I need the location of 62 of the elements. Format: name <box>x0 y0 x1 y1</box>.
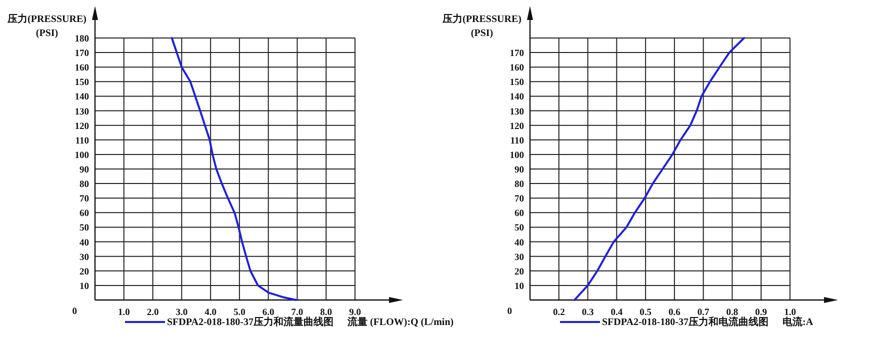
x-tick-label: 4.0 <box>204 308 217 318</box>
y-tick-label: 150 <box>510 78 524 88</box>
text: 0 <box>507 307 512 317</box>
y-tick-label: 50 <box>514 224 524 234</box>
y-tick-label: 10 <box>514 282 524 292</box>
y-tick-label: 110 <box>510 136 524 146</box>
y-tick-label: 70 <box>514 194 524 205</box>
x-axis-title: 电流:A <box>782 316 814 328</box>
x-tick-label: 3.0 <box>176 308 188 318</box>
y-tick-label: 150 <box>74 78 90 88</box>
y-tick-label: 170 <box>510 49 524 60</box>
x-tick-label: 0.3 <box>582 308 594 318</box>
y-tick-label: 120 <box>74 122 90 132</box>
y-tick-label: 160 <box>510 64 524 74</box>
y-tick-label: 80 <box>80 180 90 190</box>
y-tick-label: 30 <box>80 252 90 263</box>
legend-label: SFDPA2-018-180-37压力和流量曲线图 <box>167 316 334 328</box>
y-tick-label: 170 <box>74 49 90 60</box>
x-tick-label: 0.7 <box>697 308 710 318</box>
x-tick-label: 1.0 <box>118 308 130 318</box>
y-tick-label: 130 <box>74 107 90 118</box>
x-tick-label: 9.0 <box>349 308 362 318</box>
y-tick-label: 110 <box>75 136 90 146</box>
x-tick-label: 1.0 <box>784 308 796 318</box>
y-tick-label: 90 <box>80 166 90 176</box>
y-tick-label: 100 <box>510 150 524 161</box>
y-tick-label: 160 <box>74 64 90 74</box>
y-tick-label: 10 <box>80 282 90 292</box>
x-tick-label: 0.9 <box>755 308 768 318</box>
x-tick-label: 0.6 <box>668 308 681 318</box>
y-tick-label: 180 <box>74 34 90 44</box>
x-tick-label: 5.0 <box>234 308 246 318</box>
x-tick-label: 0.2 <box>552 308 566 318</box>
x-tick-label: 7.0 <box>291 308 304 318</box>
y-tick-label: 140 <box>510 92 524 103</box>
x-tick-label: 0.5 <box>640 308 652 318</box>
y-tick-label: 60 <box>514 209 524 220</box>
y-tick-label: 80 <box>514 180 524 190</box>
x-tick-label: 8.0 <box>320 308 332 318</box>
y-tick-label: 40 <box>514 238 524 248</box>
x-tick-label: 0.8 <box>726 308 738 318</box>
x-axis-title: 流量 (FLOW):Q (L/min) <box>346 316 454 328</box>
y-tick-label: 90 <box>514 166 524 176</box>
y-axis-title: 压力(PRESSURE) (PSI) <box>442 13 522 39</box>
y-tick-label: 40 <box>80 238 90 248</box>
text: 0 <box>72 307 78 317</box>
y-tick-label: 70 <box>80 194 90 205</box>
y-tick-label: 20 <box>80 267 90 278</box>
y-tick-label: 20 <box>514 267 524 278</box>
x-tick-label: 0.4 <box>610 308 623 318</box>
y-tick-label: 50 <box>80 224 90 234</box>
y-tick-label: 120 <box>510 122 524 132</box>
line-series <box>573 37 746 301</box>
x-tick-label: 2.0 <box>146 308 159 318</box>
x-tick-label: 6.0 <box>262 308 275 318</box>
legend-label: SFDPA2-018-180-37压力和电流曲线图 <box>602 316 768 328</box>
y-tick-label: 100 <box>74 150 90 161</box>
y-tick-label: 60 <box>80 209 90 220</box>
y-tick-label: 140 <box>74 92 90 103</box>
y-tick-label: 30 <box>514 252 524 263</box>
y-tick-label: 130 <box>510 107 524 118</box>
line-series <box>170 37 298 301</box>
